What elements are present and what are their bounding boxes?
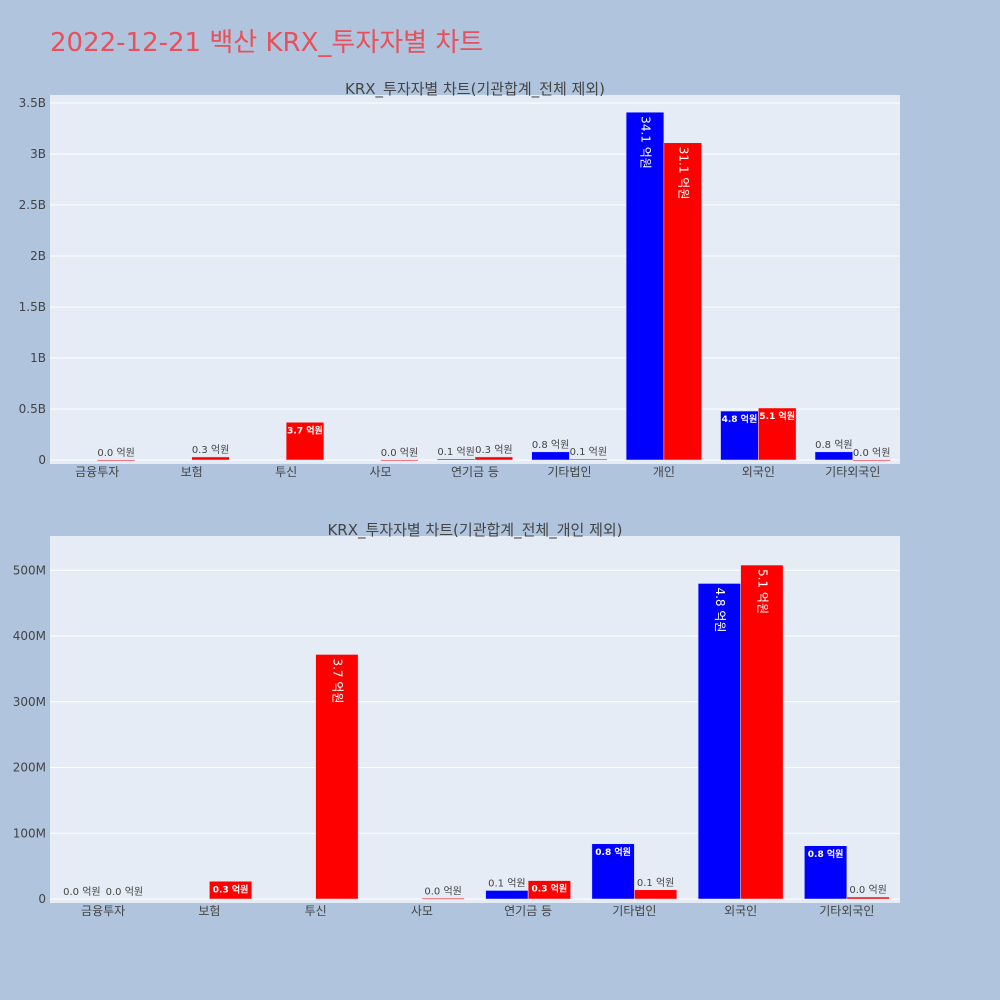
bar	[436, 458, 476, 461]
x-tick-label: 기타외국인	[825, 465, 880, 479]
bar	[697, 583, 741, 900]
chart-title: KRX_투자자별 차트(기관합계_전체_개인 제외)	[327, 521, 622, 540]
plot-area	[50, 95, 900, 464]
x-tick-label: 기타외국인	[819, 904, 874, 918]
y-tick-label: 2B	[30, 249, 46, 263]
bar	[804, 845, 848, 900]
data-label: 0.1 억원	[437, 446, 474, 458]
data-label: 0.3 억원	[532, 883, 568, 895]
y-tick-label: 3.5B	[19, 96, 46, 110]
bar	[531, 451, 570, 461]
data-label: 0.0 억원	[849, 884, 886, 896]
y-tick-label: 100M	[13, 826, 46, 840]
bar	[474, 456, 514, 461]
y-tick-label: 2.5B	[19, 198, 46, 212]
bar	[527, 880, 571, 900]
x-tick-label: 보험	[198, 904, 220, 918]
y-tick-label: 1.5B	[19, 300, 46, 314]
data-label: 3.7 억원	[287, 424, 323, 436]
y-tick-label: 0	[38, 892, 46, 906]
bar	[285, 422, 325, 461]
y-tick-label: 1B	[30, 351, 46, 365]
bar	[569, 458, 608, 461]
x-tick-label: 투신	[275, 465, 297, 479]
x-tick-label: 사모	[411, 904, 433, 918]
page-title: 2022-12-21 백산 KRX_투자자별 차트	[50, 28, 484, 58]
x-tick-label: 투신	[305, 904, 327, 918]
data-label: 0.0 억원	[381, 447, 418, 459]
bar	[758, 407, 797, 461]
data-label: 0.1 억원	[488, 877, 525, 889]
data-label: 0.0 억원	[63, 886, 100, 898]
data-label: 3.7 억원	[330, 658, 344, 703]
bar	[852, 459, 891, 462]
bar	[740, 564, 784, 900]
y-tick-label: 300M	[13, 695, 46, 709]
data-label: 0.3 억원	[192, 444, 229, 456]
data-label: 0.8 억원	[808, 848, 844, 860]
y-tick-label: 400M	[13, 629, 46, 643]
x-tick-label: 금융투자	[75, 465, 119, 479]
x-tick-label: 기타법인	[612, 904, 656, 918]
y-tick-label: 200M	[13, 761, 46, 775]
bar	[96, 459, 136, 462]
x-tick-label: 연기금 등	[504, 904, 552, 918]
y-tick-label: 0.5B	[19, 402, 46, 416]
x-tick-label: 외국인	[742, 465, 775, 479]
x-tick-label: 연기금 등	[451, 465, 499, 479]
x-tick-label: 외국인	[724, 904, 757, 918]
chart-2: 0 100M 200M 300M 400M 500M KRX_투자자별 차트(기관합계_전체…	[13, 521, 900, 918]
bar	[846, 896, 890, 900]
data-label: 0.0 억원	[424, 885, 461, 897]
data-label: 34.1 억원	[639, 116, 653, 169]
bar	[634, 889, 678, 900]
y-tick-label: 500M	[13, 563, 46, 577]
data-label: 0.3 억원	[213, 883, 249, 895]
x-tick-label: 개인	[653, 465, 675, 479]
bar	[814, 451, 854, 461]
chart-1: 0 0.5B 1B 1.5B 2B 2.5B 3B 3.5B KRX_투자자별 차트(기관합계_…	[19, 80, 900, 479]
data-label: 0.0 억원	[106, 886, 143, 898]
bar	[315, 654, 359, 900]
bar	[380, 459, 419, 462]
data-label: 0.3 억원	[475, 444, 512, 456]
bar	[591, 843, 635, 900]
data-label: 0.8 억원	[815, 439, 852, 451]
data-label: 5.1 억원	[755, 569, 769, 614]
data-label: 0.8 억원	[532, 439, 569, 451]
data-label: 0.1 억원	[637, 877, 674, 889]
x-tick-label: 사모	[370, 465, 392, 479]
bar	[421, 898, 465, 900]
data-label: 0.0 억원	[853, 447, 890, 459]
data-label: 4.8 억원	[713, 587, 727, 632]
data-label: 4.8 억원	[722, 413, 758, 425]
x-tick-label: 보험	[181, 465, 203, 479]
y-tick-label: 0	[38, 453, 46, 467]
data-label: 31.1 억원	[676, 147, 690, 200]
data-label: 0.0 억원	[97, 447, 134, 459]
bar	[191, 456, 230, 461]
y-tick-label: 3B	[30, 147, 46, 161]
data-label: 0.1 억원	[570, 446, 607, 458]
x-tick-label: 금융투자	[81, 904, 125, 918]
chart-title: KRX_투자자별 차트(기관합계_전체 제외)	[345, 80, 605, 99]
data-label: 5.1 억원	[759, 410, 795, 422]
bar	[209, 881, 253, 900]
bar	[485, 890, 529, 900]
data-label: 0.8 억원	[595, 846, 631, 858]
bar	[663, 142, 702, 461]
x-tick-label: 기타법인	[547, 465, 591, 479]
